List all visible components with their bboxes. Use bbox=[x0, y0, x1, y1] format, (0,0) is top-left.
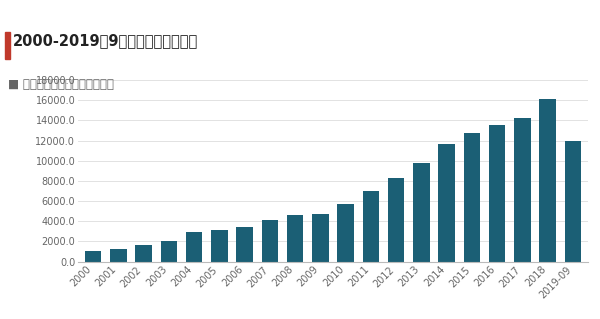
Bar bbox=[337, 204, 354, 262]
Bar bbox=[388, 178, 404, 262]
Text: 2000-2019年9月国内居民出境人次: 2000-2019年9月国内居民出境人次 bbox=[13, 33, 198, 48]
Text: ■ 国内居民出境人数（万人次）: ■ 国内居民出境人数（万人次） bbox=[8, 78, 113, 91]
Bar bbox=[312, 213, 329, 262]
Bar bbox=[262, 220, 278, 262]
Bar bbox=[85, 251, 101, 262]
Bar bbox=[565, 141, 581, 262]
Bar bbox=[539, 99, 556, 262]
Bar bbox=[211, 230, 227, 262]
Bar bbox=[110, 249, 127, 262]
Bar bbox=[236, 227, 253, 262]
Bar bbox=[514, 118, 530, 262]
Bar bbox=[489, 125, 505, 262]
Bar bbox=[464, 133, 480, 262]
Bar bbox=[362, 191, 379, 262]
Bar bbox=[186, 233, 202, 262]
Bar bbox=[161, 241, 177, 262]
Bar bbox=[287, 215, 304, 262]
Bar bbox=[413, 163, 430, 262]
Bar bbox=[136, 245, 152, 262]
Bar bbox=[439, 144, 455, 262]
